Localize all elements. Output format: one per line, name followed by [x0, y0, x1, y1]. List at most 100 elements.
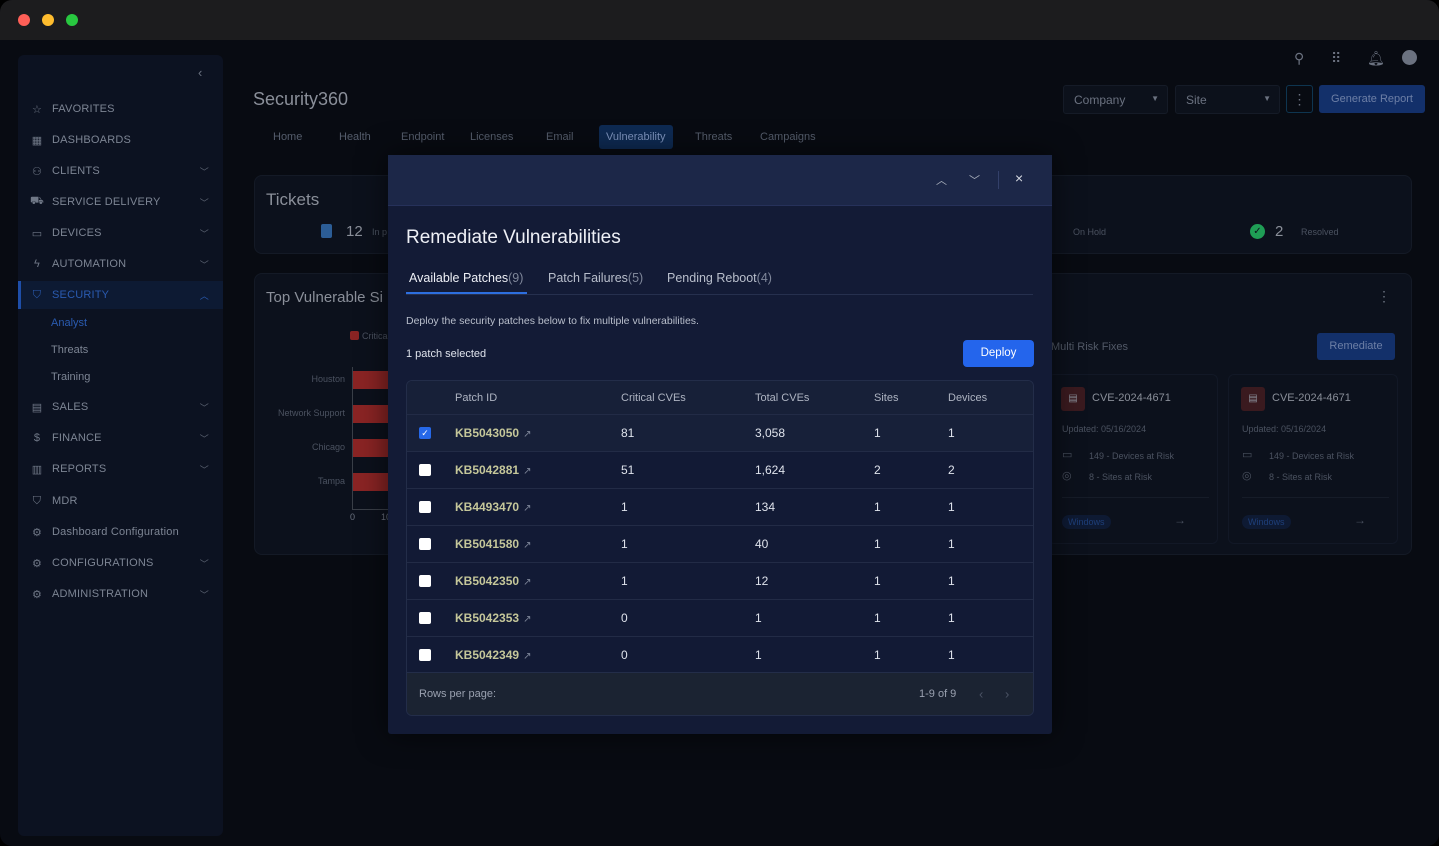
- patch-id-link[interactable]: KB5042349: [455, 648, 520, 662]
- sidebar-subitem-training[interactable]: Training: [51, 371, 91, 383]
- apps-grid-icon[interactable]: ⠿: [1331, 50, 1342, 66]
- tab-threats[interactable]: Threats: [695, 131, 733, 143]
- patch-id-link[interactable]: KB5042881: [455, 463, 520, 477]
- sidebar-item-finance[interactable]: $ FINANCE ﹀: [18, 424, 223, 452]
- table-row[interactable]: KB5042353 ↗ 0 1 1 1: [407, 599, 1033, 636]
- critical-cves: 0: [621, 611, 628, 625]
- maximize-window-button[interactable]: [66, 14, 78, 26]
- modal-tab-pending-reboot[interactable]: Pending Reboot(4): [667, 271, 772, 285]
- sidebar-item-favorites[interactable]: ☆ FAVORITES: [18, 95, 223, 123]
- tab-campaigns[interactable]: Campaigns: [760, 131, 816, 143]
- deploy-button[interactable]: Deploy: [963, 340, 1034, 367]
- chevron-down-icon: ﹀: [199, 402, 209, 413]
- tab-email[interactable]: Email: [546, 131, 574, 143]
- col-critical-cves[interactable]: Critical CVEs: [621, 391, 686, 404]
- external-link-icon[interactable]: ↗: [523, 577, 532, 588]
- modal-tab-patch-failures[interactable]: Patch Failures(5): [548, 271, 643, 285]
- rows-per-page-label: Rows per page:: [419, 688, 497, 700]
- arrow-right-icon[interactable]: →: [1174, 513, 1186, 527]
- table-row[interactable]: KB5041580 ↗ 1 40 1 1: [407, 525, 1033, 562]
- col-devices[interactable]: Devices: [948, 391, 988, 404]
- next-page-icon[interactable]: ›: [1005, 686, 1010, 702]
- patch-id-link[interactable]: KB5042350: [455, 574, 520, 588]
- total-cves: 1: [755, 611, 762, 625]
- bar-chicago: [353, 439, 393, 457]
- collapse-sidebar-icon[interactable]: ‹: [198, 65, 203, 80]
- monitor-icon: ▭: [1062, 449, 1073, 461]
- total-cves: 12: [755, 574, 769, 588]
- sidebar-item-automation[interactable]: ϟ AUTOMATION ﹀: [18, 250, 223, 278]
- site-select[interactable]: Site ▼: [1175, 85, 1280, 114]
- external-link-icon[interactable]: ↗: [523, 503, 532, 514]
- arrow-right-icon[interactable]: →: [1354, 513, 1366, 527]
- tab-home[interactable]: Home: [273, 131, 303, 143]
- patch-id-link[interactable]: KB5042353: [455, 611, 520, 625]
- tab-endpoint[interactable]: Endpoint: [401, 131, 445, 143]
- tab-health[interactable]: Health: [339, 131, 371, 143]
- sidebar-item-mdr[interactable]: ⛉ MDR: [18, 487, 223, 515]
- table-row[interactable]: KB5042349 ↗ 0 1 1 1: [407, 636, 1033, 673]
- modal-tab-available-patches[interactable]: Available Patches(9): [409, 271, 523, 285]
- prev-page-icon[interactable]: ‹: [979, 686, 984, 702]
- minimize-window-button[interactable]: [42, 14, 54, 26]
- vulnerability-card[interactable]: ▤ CVE-2024-4671 Updated: 05/16/2024 ▭ 14…: [1228, 374, 1398, 544]
- row-checkbox[interactable]: [419, 612, 431, 624]
- generate-report-button[interactable]: Generate Report: [1319, 85, 1425, 113]
- col-patch-id[interactable]: Patch ID: [455, 391, 498, 404]
- close-icon[interactable]: ×: [1015, 170, 1024, 186]
- sidebar-item-sales[interactable]: ▤ SALES ﹀: [18, 393, 223, 421]
- external-link-icon[interactable]: ↗: [523, 651, 532, 662]
- chevron-down-icon[interactable]: ﹀: [969, 175, 980, 187]
- chevron-down-icon: ﹀: [199, 166, 209, 177]
- sidebar-item-security[interactable]: ⛉ SECURITY ︿: [18, 281, 223, 309]
- sidebar-item-clients[interactable]: ⚇ CLIENTS ﹀: [18, 157, 223, 185]
- pagination-range: 1-9 of 9: [919, 688, 957, 700]
- sidebar-subitem-threats[interactable]: Threats: [51, 344, 89, 356]
- row-checkbox[interactable]: [419, 538, 431, 550]
- row-checkbox[interactable]: [419, 649, 431, 661]
- divider: [1062, 497, 1209, 498]
- company-select-value: Company: [1074, 93, 1126, 107]
- patch-id-link[interactable]: KB4493470: [455, 500, 520, 514]
- vulnerability-card[interactable]: ▤ CVE-2024-4671 Updated: 05/16/2024 ▭ 14…: [1048, 374, 1218, 544]
- row-checkbox[interactable]: [419, 575, 431, 587]
- col-sites[interactable]: Sites: [874, 391, 899, 404]
- col-total-cves[interactable]: Total CVEs: [755, 391, 810, 404]
- table-header: Patch ID Critical CVEs Total CVEs Sites …: [407, 381, 1033, 414]
- search-icon[interactable]: ⚲: [1294, 50, 1305, 66]
- sidebar-item-dashboards[interactable]: ▦ DASHBOARDS: [18, 126, 223, 154]
- external-link-icon[interactable]: ↗: [523, 614, 532, 625]
- bell-icon[interactable]: 🔔︎: [1367, 50, 1385, 66]
- table-row[interactable]: ✓ KB5043050 ↗ 81 3,058 1 1: [407, 414, 1033, 451]
- sidebar-item-service-delivery[interactable]: ⛟ SERVICE DELIVERY ﹀: [18, 188, 223, 216]
- table-row[interactable]: KB4493470 ↗ 1 134 1 1: [407, 488, 1033, 525]
- tab-vulnerability[interactable]: Vulnerability: [599, 125, 673, 149]
- close-window-button[interactable]: [18, 14, 30, 26]
- sidebar-item-administration[interactable]: ⚙ ADMINISTRATION ﹀: [18, 580, 223, 608]
- tab-licenses[interactable]: Licenses: [470, 131, 514, 143]
- patch-id-link[interactable]: KB5041580: [455, 537, 520, 551]
- company-select[interactable]: Company ▼: [1063, 85, 1168, 114]
- row-checkbox[interactable]: ✓: [419, 427, 431, 439]
- table-row[interactable]: KB5042881 ↗ 51 1,624 2 2: [407, 451, 1033, 488]
- sidebar-item-dashboard-configuration[interactable]: ⚙ Dashboard Configuration: [18, 518, 223, 546]
- x-tick: 0: [350, 512, 356, 522]
- sidebar-item-devices[interactable]: ▭ DEVICES ﹀: [18, 219, 223, 247]
- external-link-icon[interactable]: ↗: [523, 466, 532, 477]
- remediate-button[interactable]: Remediate: [1317, 333, 1395, 360]
- chevron-up-icon[interactable]: ︿: [936, 175, 947, 187]
- external-link-icon[interactable]: ↗: [523, 540, 532, 551]
- sidebar-subitem-analyst[interactable]: Analyst: [51, 317, 88, 329]
- total-cves: 3,058: [755, 426, 786, 440]
- sidebar-item-reports[interactable]: ▥ REPORTS ﹀: [18, 455, 223, 483]
- patch-id-link[interactable]: KB5043050: [455, 426, 520, 440]
- external-link-icon[interactable]: ↗: [523, 429, 532, 440]
- sidebar-item-configurations[interactable]: ⚙ CONFIGURATIONS ﹀: [18, 549, 223, 577]
- more-options-button[interactable]: ⋮: [1286, 85, 1313, 113]
- sidebar-item-label: CONFIGURATIONS: [52, 557, 154, 569]
- account-icon[interactable]: [1402, 50, 1417, 65]
- row-checkbox[interactable]: [419, 501, 431, 513]
- row-checkbox[interactable]: [419, 464, 431, 476]
- table-row[interactable]: KB5042350 ↗ 1 12 1 1: [407, 562, 1033, 599]
- card-menu-icon[interactable]: ⋮: [1377, 288, 1391, 304]
